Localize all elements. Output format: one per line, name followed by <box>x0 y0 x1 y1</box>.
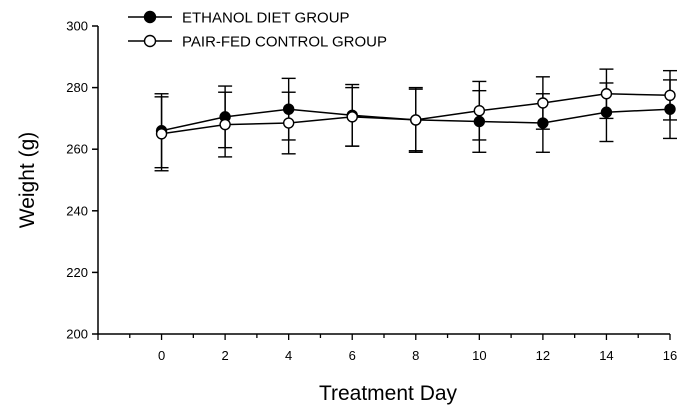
data-point <box>473 104 486 117</box>
y-tick-labels: 200 220 240 260 280 300 <box>66 19 88 342</box>
x-axis-title: Treatment Day <box>319 382 458 405</box>
legend-item-1: ETHANOL DIET GROUP <box>128 10 350 27</box>
data-point <box>410 114 422 126</box>
legend-label: ETHANOL DIET GROUP <box>182 10 350 27</box>
x-tick-label: 2 <box>221 348 228 363</box>
y-tick-label: 280 <box>66 80 88 95</box>
legend-marker <box>143 34 157 48</box>
x-tick-label: 6 <box>349 348 356 363</box>
x-tick-label: 8 <box>412 348 419 363</box>
data-point <box>537 97 549 109</box>
data-point <box>664 89 676 102</box>
legend-item-2: PAIR-FED CONTROL GROUP <box>128 34 387 51</box>
legend-label: PAIR-FED CONTROL GROUP <box>182 34 387 51</box>
series-layer <box>154 68 677 172</box>
x-tick-label: 16 <box>663 348 677 363</box>
x-tick-label: 14 <box>599 348 613 363</box>
y-tick-label: 220 <box>66 265 88 280</box>
y-axis-title: Weight (g) <box>16 132 39 228</box>
y-tick-label: 240 <box>66 203 88 218</box>
axes <box>92 25 671 340</box>
y-tick-label: 300 <box>66 19 88 34</box>
data-point <box>600 88 613 100</box>
legend-marker <box>143 10 157 24</box>
x-tick-labels: 0 2 4 6 8 10 12 14 16 <box>158 348 677 363</box>
data-point <box>219 118 231 131</box>
y-tick-label: 260 <box>66 142 88 157</box>
data-point <box>346 111 358 123</box>
x-tick-label: 4 <box>285 348 292 363</box>
data-point <box>282 117 295 129</box>
x-tick-label: 0 <box>158 348 165 363</box>
x-tick-label: 12 <box>536 348 550 363</box>
series-2 <box>154 68 677 172</box>
data-point <box>155 128 168 140</box>
x-tick-label: 10 <box>472 348 486 363</box>
legend: ETHANOL DIET GROUP PAIR-FED CONTROL GROUP <box>128 10 387 51</box>
y-tick-label: 200 <box>66 327 88 342</box>
